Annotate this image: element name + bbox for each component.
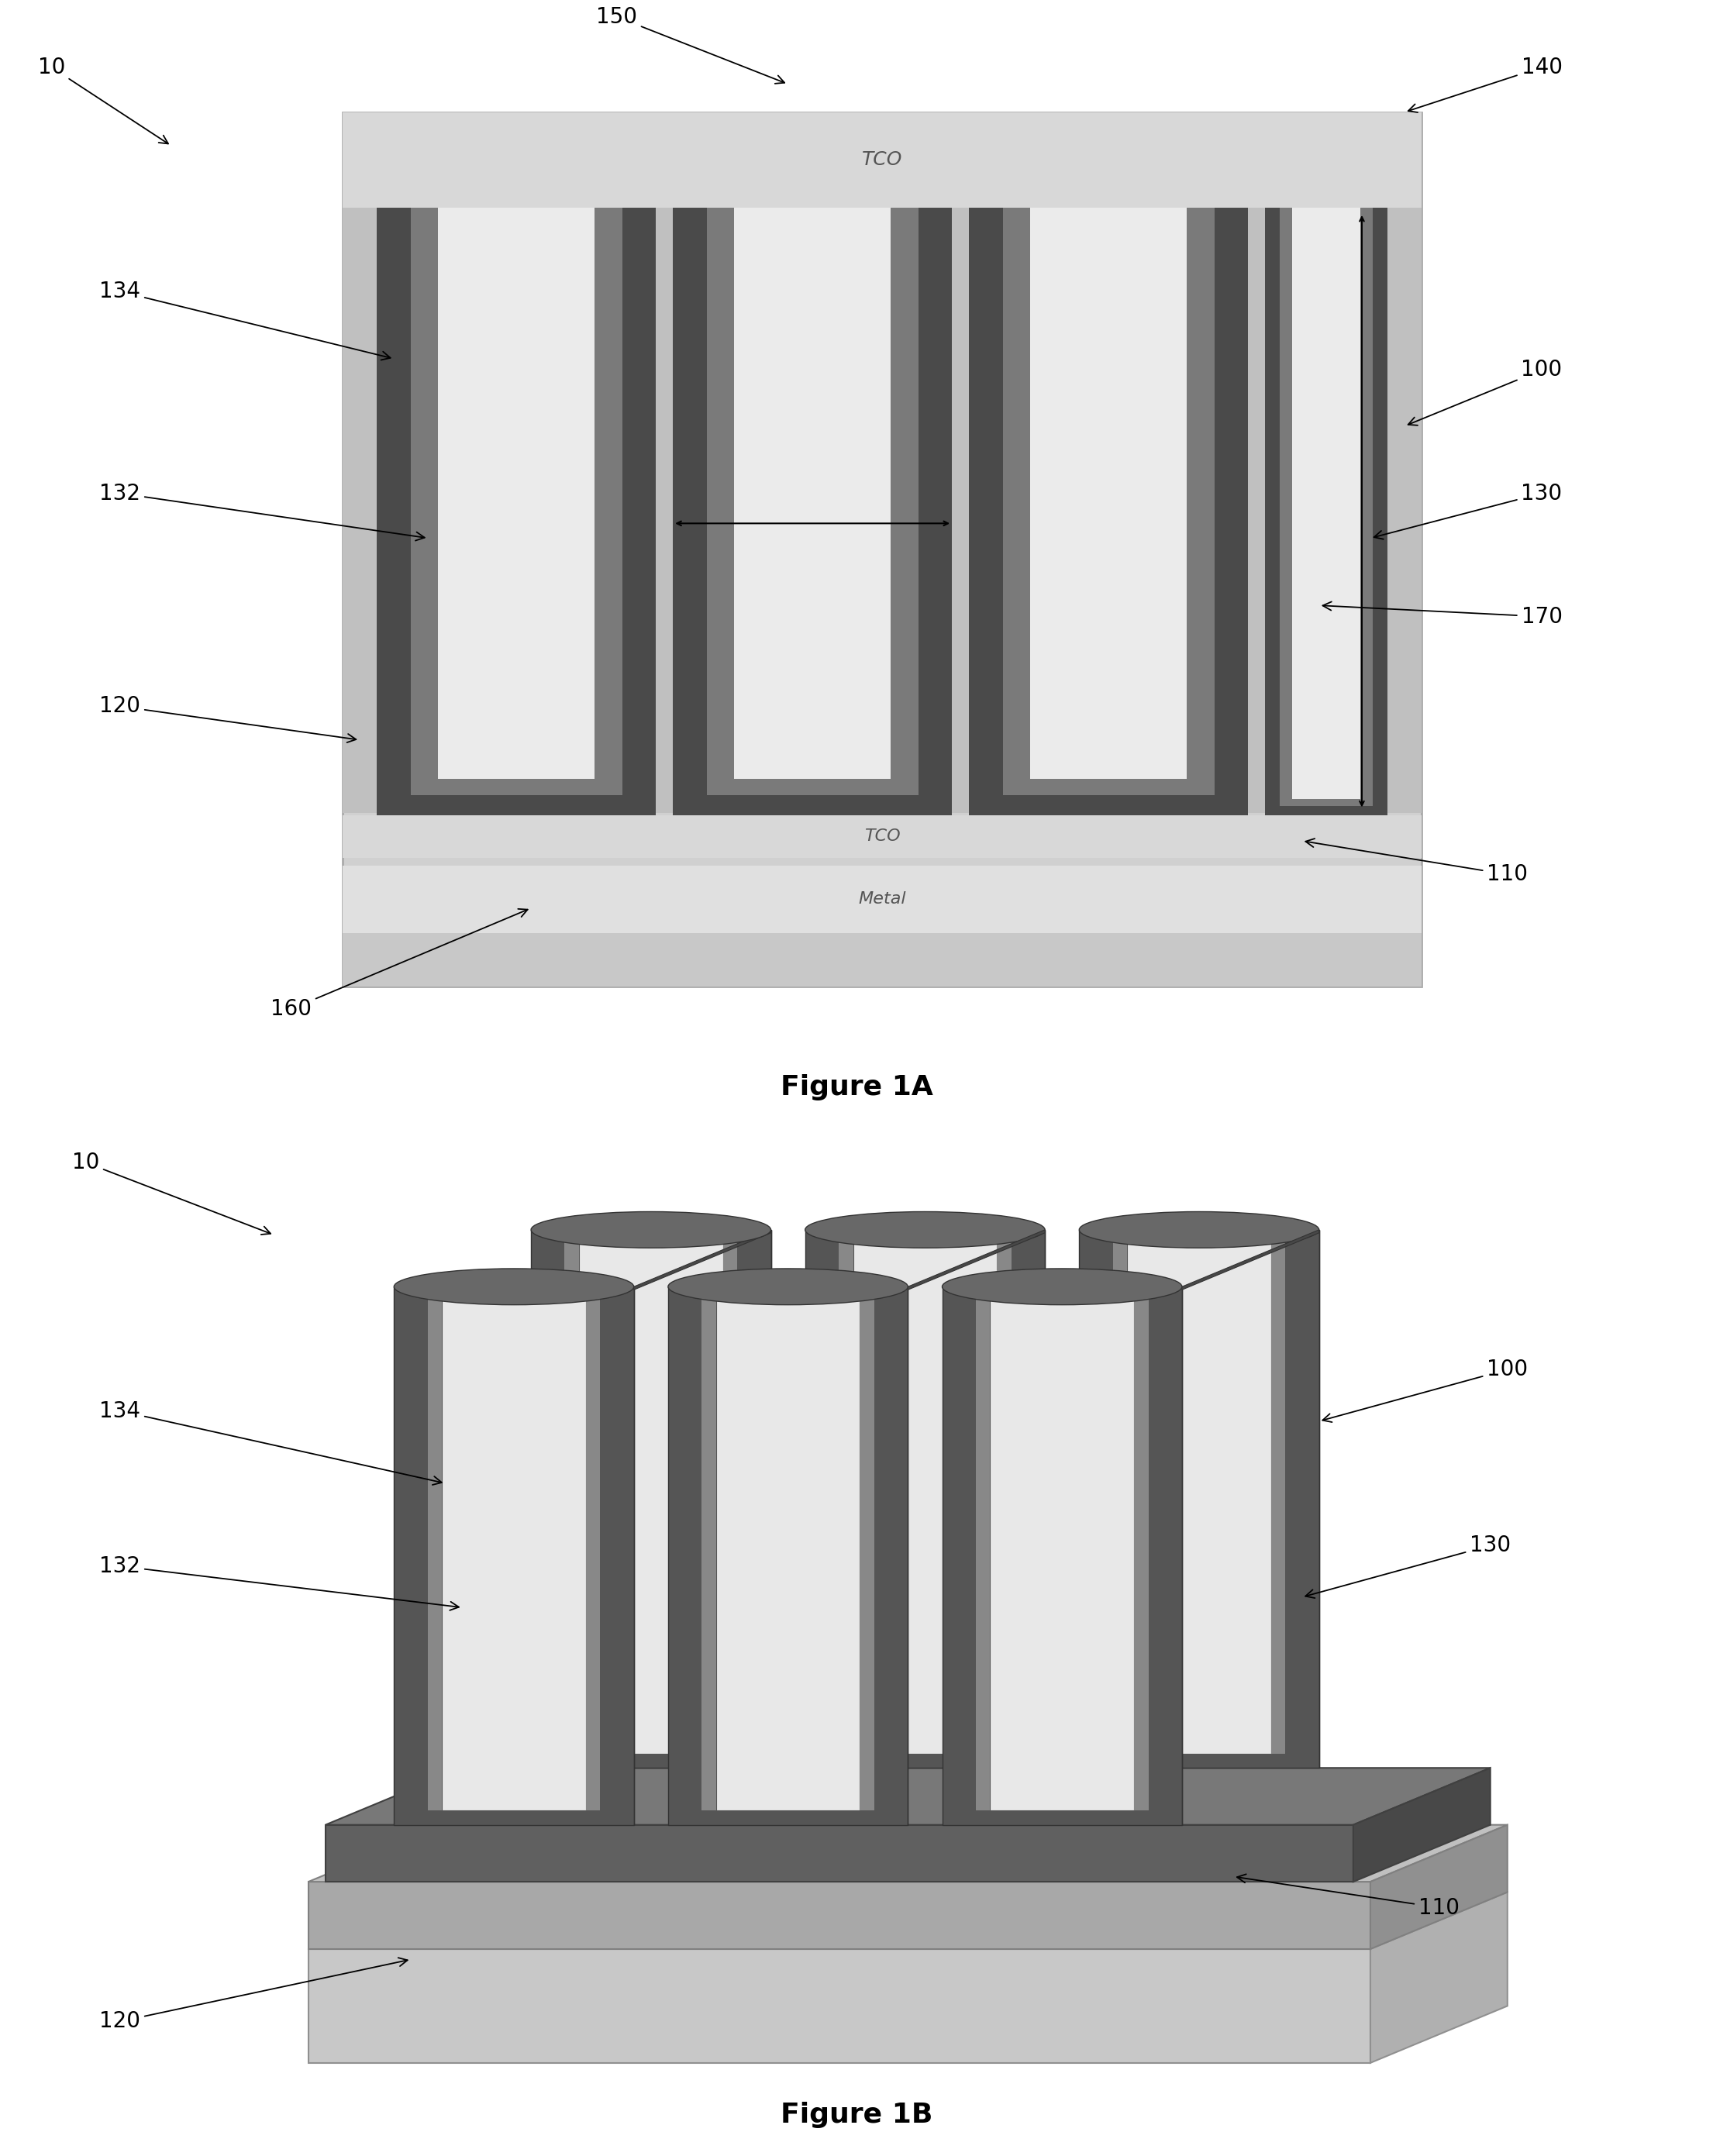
- Bar: [343, 934, 1422, 987]
- Text: Figure 1B: Figure 1B: [781, 2102, 932, 2128]
- Polygon shape: [1182, 1229, 1319, 1289]
- Polygon shape: [1353, 1768, 1490, 1882]
- Polygon shape: [853, 1229, 997, 1753]
- Text: 134: 134: [99, 1399, 442, 1485]
- Bar: [594, 207, 656, 815]
- Polygon shape: [1079, 1229, 1319, 1768]
- Text: TCO: TCO: [862, 151, 903, 168]
- Bar: [723, 1229, 737, 1753]
- Bar: [1292, 207, 1360, 800]
- Polygon shape: [394, 1287, 634, 1824]
- Text: Figure 1A: Figure 1A: [779, 1074, 934, 1102]
- Polygon shape: [1370, 1824, 1507, 1949]
- Text: TCO: TCO: [863, 828, 901, 845]
- Bar: [1266, 207, 1292, 815]
- Polygon shape: [325, 1824, 1353, 1882]
- Polygon shape: [1370, 1893, 1507, 2063]
- Bar: [1113, 1229, 1127, 1753]
- Text: 130: 130: [1305, 1535, 1511, 1598]
- Ellipse shape: [942, 1268, 1182, 1304]
- Text: 110: 110: [1237, 1874, 1459, 1919]
- Bar: [1280, 207, 1292, 800]
- Bar: [860, 1287, 874, 1811]
- Text: 10: 10: [38, 56, 168, 144]
- Polygon shape: [308, 1893, 1507, 1949]
- Bar: [970, 778, 1249, 815]
- Bar: [1031, 207, 1187, 778]
- Ellipse shape: [1079, 1212, 1319, 1248]
- Bar: [673, 207, 735, 815]
- Bar: [707, 774, 918, 796]
- Bar: [891, 207, 952, 815]
- Bar: [1280, 798, 1372, 806]
- Bar: [1271, 1229, 1285, 1753]
- Bar: [377, 207, 439, 815]
- Text: 170: 170: [1322, 602, 1562, 627]
- Bar: [673, 778, 952, 815]
- Text: 134: 134: [99, 280, 391, 360]
- Bar: [997, 1229, 1011, 1753]
- Text: 150: 150: [596, 6, 785, 84]
- Bar: [343, 207, 1422, 813]
- Bar: [1187, 207, 1249, 815]
- Text: 100: 100: [1322, 1358, 1528, 1423]
- Polygon shape: [990, 1287, 1134, 1811]
- Bar: [1002, 207, 1031, 778]
- Bar: [343, 815, 1422, 858]
- Text: 100: 100: [1408, 360, 1562, 425]
- Polygon shape: [579, 1229, 723, 1753]
- Bar: [343, 865, 1422, 934]
- Bar: [1002, 774, 1215, 796]
- Polygon shape: [908, 1229, 1045, 1289]
- Bar: [1266, 800, 1388, 815]
- Text: 160: 160: [271, 910, 528, 1020]
- Polygon shape: [942, 1287, 1182, 1824]
- Ellipse shape: [805, 1212, 1045, 1248]
- Bar: [428, 1287, 442, 1811]
- Bar: [1134, 1287, 1148, 1811]
- Bar: [707, 207, 735, 778]
- Bar: [891, 207, 918, 778]
- Text: 120: 120: [99, 1958, 408, 2033]
- Polygon shape: [668, 1287, 908, 1824]
- Bar: [976, 1287, 990, 1811]
- Bar: [586, 1287, 600, 1811]
- Bar: [1360, 207, 1372, 800]
- Ellipse shape: [531, 1212, 771, 1248]
- Bar: [343, 112, 1422, 207]
- Bar: [735, 207, 891, 778]
- Text: 132: 132: [99, 1554, 459, 1611]
- Text: 110: 110: [1305, 839, 1528, 886]
- Bar: [970, 207, 1031, 815]
- Text: 130: 130: [1374, 483, 1562, 539]
- Ellipse shape: [394, 1268, 634, 1304]
- Polygon shape: [325, 1768, 1490, 1824]
- Text: 132: 132: [99, 483, 425, 541]
- Ellipse shape: [668, 1268, 908, 1304]
- Polygon shape: [716, 1287, 860, 1811]
- Polygon shape: [634, 1229, 771, 1289]
- Bar: [594, 207, 622, 778]
- Polygon shape: [531, 1229, 771, 1768]
- Bar: [411, 774, 622, 796]
- Text: 140: 140: [1408, 56, 1562, 112]
- Bar: [565, 1229, 579, 1753]
- Polygon shape: [308, 1882, 1370, 1949]
- Polygon shape: [442, 1287, 586, 1811]
- Text: Metal: Metal: [858, 890, 906, 908]
- Bar: [1187, 207, 1215, 778]
- Text: 10: 10: [72, 1151, 271, 1235]
- Bar: [839, 1229, 853, 1753]
- Bar: [377, 778, 656, 815]
- Polygon shape: [805, 1229, 1045, 1768]
- Bar: [411, 207, 439, 778]
- Bar: [1360, 207, 1388, 815]
- Polygon shape: [308, 1949, 1370, 2063]
- Bar: [439, 207, 594, 778]
- Bar: [702, 1287, 716, 1811]
- Bar: [343, 112, 1422, 987]
- Polygon shape: [1127, 1229, 1271, 1753]
- Text: 120: 120: [99, 696, 356, 742]
- Polygon shape: [308, 1824, 1507, 1882]
